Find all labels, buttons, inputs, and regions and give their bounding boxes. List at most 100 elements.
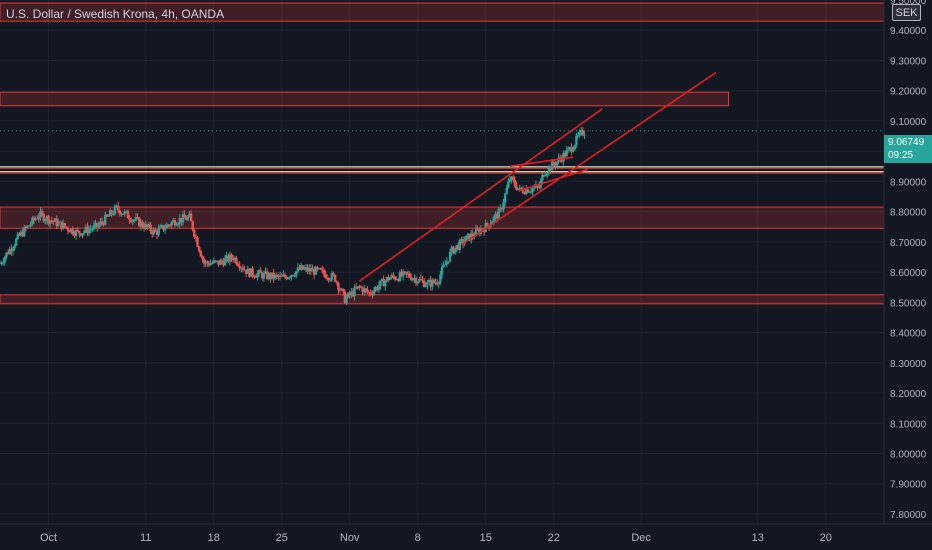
candle-body [554,164,557,166]
candle-body [319,268,322,270]
candle-body [311,268,314,272]
candle-body [325,277,329,279]
candle-body [580,130,583,132]
candle-body [254,276,258,278]
candle-body [309,268,313,272]
time-axis[interactable] [0,524,932,550]
candle-body [494,213,497,217]
candle-body [452,246,455,254]
candle-body [346,292,350,298]
price-tick-label: 7.80000 [890,510,927,521]
candle-body [476,228,479,230]
candle-body [516,188,520,190]
candle-body [372,290,376,295]
candle-body [560,158,564,162]
price-tick-label: 8.60000 [890,268,927,279]
candle-body [549,166,552,171]
candle-body [57,222,60,227]
candle-body [178,218,181,224]
candle-body [52,221,55,223]
candle-body [227,255,230,262]
candle-body [544,175,547,177]
candle-body [74,229,78,236]
candle-body [6,252,10,255]
candle-body [0,263,3,265]
candle-body [204,261,207,264]
candle-body [206,261,209,264]
candle-body [324,273,327,278]
time-tick-label: Nov [340,532,360,544]
candle-body [333,275,337,282]
candle-body [81,233,84,236]
candle-body [439,274,442,283]
candle-body [397,279,400,281]
candle-body [58,221,62,223]
candle-body [50,220,54,222]
candle-body [157,228,160,236]
candle-body [76,229,79,231]
time-tick-label: 15 [480,532,492,544]
candle-body [16,233,20,239]
candle-body [110,210,113,215]
candle-body [531,188,534,192]
candle-body [562,152,565,162]
candle-body [11,248,15,252]
candle-body [528,191,531,193]
price-tick-label: 9.20000 [890,87,927,98]
candle-body [136,217,139,219]
candle-body [188,213,191,217]
time-tick-label: Oct [40,532,57,544]
candle-body [102,222,105,225]
candle-body [180,218,183,223]
candle-body [27,225,31,227]
candle-body [280,275,283,277]
candle-body [94,222,97,226]
candle-body [267,273,270,279]
candle-body [128,218,131,221]
candle-body [70,228,73,233]
candle-body [155,231,159,236]
candle-body [256,273,259,278]
candle-body [447,261,450,263]
candle-body [154,229,157,232]
candle-body [337,282,340,290]
candle-body [115,205,118,207]
candle-body [95,222,99,228]
chart-grid [0,0,884,524]
candle-body [261,273,264,279]
candle-body [387,277,390,281]
candle-body [248,268,251,277]
candle-body [231,258,235,260]
candle-body [240,267,243,269]
candle-body [251,268,254,276]
candle-body [388,277,392,281]
candle-body [546,173,549,176]
candle-body [453,248,457,254]
candle-body [235,257,238,265]
candle-body [465,235,468,241]
price-zone [0,91,730,107]
price-axis[interactable] [884,0,932,524]
candle-body [367,292,371,294]
time-tick-label: 25 [276,532,288,544]
candle-body [429,280,432,287]
candle-body [36,218,39,220]
candle-body [583,134,586,136]
candle-body [567,148,570,150]
candle-body [445,261,449,265]
candle-body [575,135,578,146]
candle-body [121,213,125,215]
currency-button[interactable]: SEK [892,4,921,21]
candle-body [8,248,11,255]
candle-body [515,185,518,190]
candle-body [48,220,52,224]
candle-body [332,273,335,276]
candle-body [364,288,368,290]
candle-body [24,227,28,229]
candle-body [230,254,233,259]
candle-body [507,181,510,188]
candle-body [104,214,107,225]
candle-body [201,256,204,259]
candle-body [18,233,21,236]
